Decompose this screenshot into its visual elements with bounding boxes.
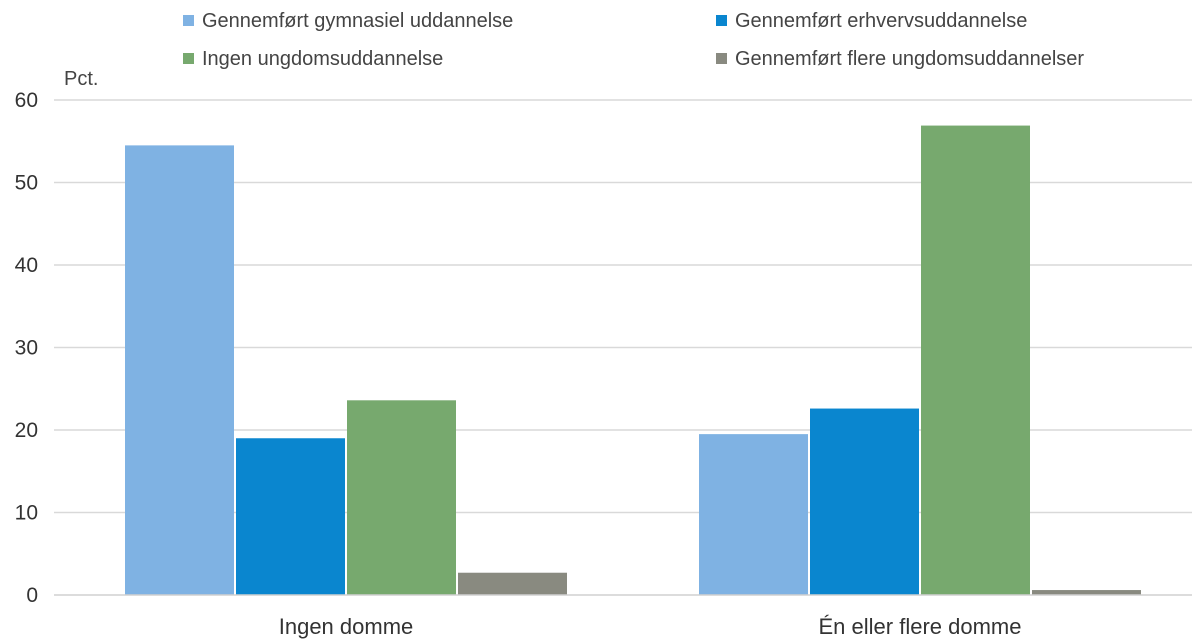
y-tick-label: 30 bbox=[15, 337, 38, 360]
y-tick-label: 60 bbox=[15, 89, 38, 112]
y-axis-ticks: 0 10 20 30 40 50 60 bbox=[15, 89, 38, 607]
y-tick-label: 10 bbox=[15, 502, 38, 525]
x-category-label: Én eller flere domme bbox=[819, 614, 1022, 639]
x-category-label: Ingen domme bbox=[279, 614, 414, 639]
legend-label: Gennemført flere ungdomsuddannelser bbox=[735, 48, 1084, 70]
bar bbox=[236, 438, 345, 595]
y-tick-label: 40 bbox=[15, 254, 38, 277]
bar bbox=[1032, 590, 1141, 595]
legend-swatch bbox=[716, 15, 727, 26]
legend: Gennemført gymnasiel uddannelse Gennemfør… bbox=[183, 10, 1084, 70]
legend-swatch bbox=[716, 53, 727, 64]
legend-swatch bbox=[183, 15, 194, 26]
bar bbox=[699, 434, 808, 595]
bar bbox=[347, 400, 456, 595]
legend-label: Ingen ungdomsuddannelse bbox=[202, 48, 443, 70]
bars bbox=[125, 125, 1141, 595]
bar bbox=[810, 408, 919, 595]
y-tick-label: 50 bbox=[15, 172, 38, 195]
bar bbox=[125, 145, 234, 595]
y-axis-unit-label: Pct. bbox=[64, 68, 98, 90]
y-tick-label: 20 bbox=[15, 419, 38, 442]
bar bbox=[458, 572, 567, 595]
y-tick-label: 0 bbox=[26, 584, 38, 607]
bar bbox=[921, 125, 1030, 595]
legend-swatch bbox=[183, 53, 194, 64]
legend-label: Gennemført gymnasiel uddannelse bbox=[202, 10, 513, 32]
x-axis-categories: Ingen domme Én eller flere domme bbox=[279, 614, 1022, 639]
legend-label: Gennemført erhvervsuddannelse bbox=[735, 10, 1027, 32]
